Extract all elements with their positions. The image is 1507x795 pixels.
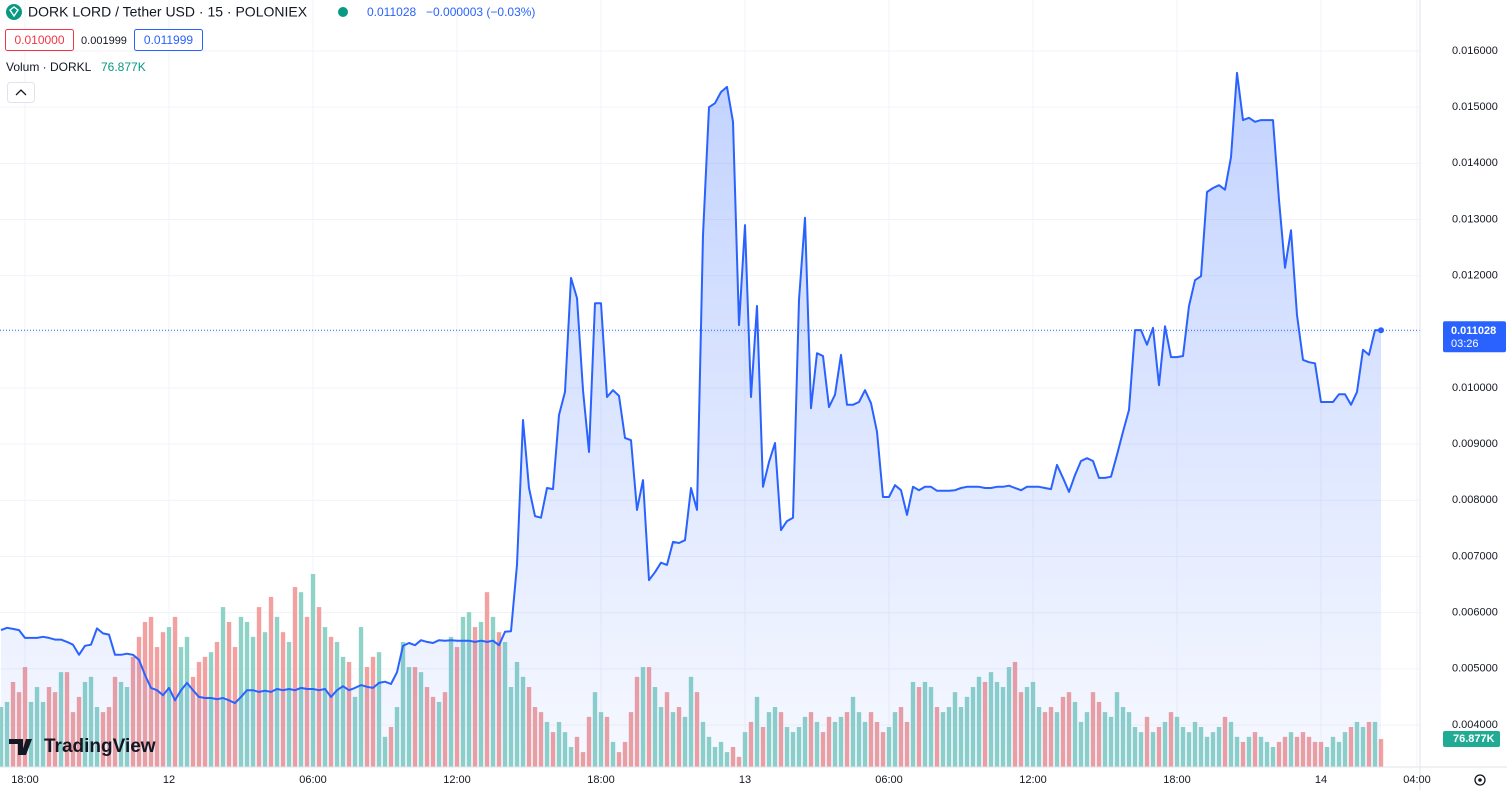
last-price-label: 0.011028: [1451, 325, 1496, 337]
y-tick-label: 0.009000: [1452, 438, 1498, 450]
brand-name[interactable]: TradingView: [44, 736, 156, 757]
volume-bar: [268, 596, 274, 767]
volume-title[interactable]: Volum · DORKL: [6, 60, 92, 74]
x-tick-label: 12: [163, 774, 175, 786]
price-change: −0.000003 (−0.03%): [426, 5, 535, 19]
volume-bar: [292, 587, 298, 767]
volume-bar: [316, 607, 322, 767]
x-tick-label: 06:00: [875, 774, 903, 786]
last-price: 0.011028: [367, 5, 416, 19]
y-tick-label: 0.016000: [1452, 45, 1498, 57]
x-tick-label: 04:00: [1403, 774, 1431, 786]
volume-bar: [226, 621, 232, 767]
volume-tag: [1443, 731, 1500, 748]
last-price-tag: [1443, 321, 1506, 353]
volume-tag-label: 76.877K: [1453, 733, 1495, 745]
axes: 0.016000 0.015000 0.014000 0.013000 0.012000…: [11, 45, 1506, 786]
symbol-icon: [6, 4, 22, 20]
volume-bar: [1378, 739, 1384, 767]
x-tick-label: 18:00: [587, 774, 615, 786]
x-tick-label: 14: [1315, 774, 1327, 786]
buy-box[interactable]: [134, 29, 203, 51]
y-tick-label: 0.014000: [1452, 157, 1498, 169]
x-tick-label: 18:00: [1163, 774, 1191, 786]
collapse-icon: [15, 89, 27, 96]
countdown-label: 03:26: [1451, 338, 1479, 350]
y-tick-label: 0.015000: [1452, 101, 1498, 113]
last-price-dot: [1378, 327, 1385, 334]
x-tick-label: 06:00: [299, 774, 327, 786]
volume-bar: [298, 592, 304, 767]
sell-box[interactable]: [5, 29, 74, 51]
volume-bar: [172, 616, 178, 767]
settings-button[interactable]: [1474, 774, 1486, 786]
collapse-button[interactable]: [7, 82, 35, 103]
price-line: [0, 71, 1382, 705]
y-tick-label: 0.010000: [1452, 382, 1498, 394]
y-tick-label: 0.006000: [1452, 607, 1498, 619]
settings-icon: [1478, 778, 1482, 782]
symbol-title[interactable]: DORK LORD / Tether USD · 15 · POLONIEX: [28, 4, 308, 20]
volume-value: 76.877K: [101, 60, 146, 74]
volume-bar: [256, 607, 262, 767]
x-tick-label: 18:00: [11, 774, 39, 786]
y-tick-label: 0.007000: [1452, 550, 1498, 562]
price-area: [1, 72, 1381, 767]
y-tick-label: 0.004000: [1452, 719, 1498, 731]
y-tick-label: 0.005000: [1452, 663, 1498, 675]
sell-price[interactable]: 0.010000: [14, 33, 64, 47]
x-tick-label: 12:00: [443, 774, 471, 786]
market-status[interactable]: [338, 7, 348, 17]
spread: 0.001999: [81, 35, 127, 47]
price-layer: [0, 71, 1420, 767]
volume-bar: [310, 574, 316, 767]
volume-bar: [238, 616, 244, 767]
y-tick-label: 0.012000: [1452, 270, 1498, 282]
y-tick-label: 0.013000: [1452, 213, 1498, 225]
buy-price[interactable]: 0.011999: [144, 33, 193, 47]
symbol-icon-glyph: [9, 6, 19, 18]
x-tick-label: 13: [739, 774, 751, 786]
x-tick-label: 12:00: [1019, 774, 1047, 786]
volume-bar: [220, 607, 226, 767]
brand-logo: [9, 739, 32, 755]
y-tick-label: 0.008000: [1452, 494, 1498, 506]
